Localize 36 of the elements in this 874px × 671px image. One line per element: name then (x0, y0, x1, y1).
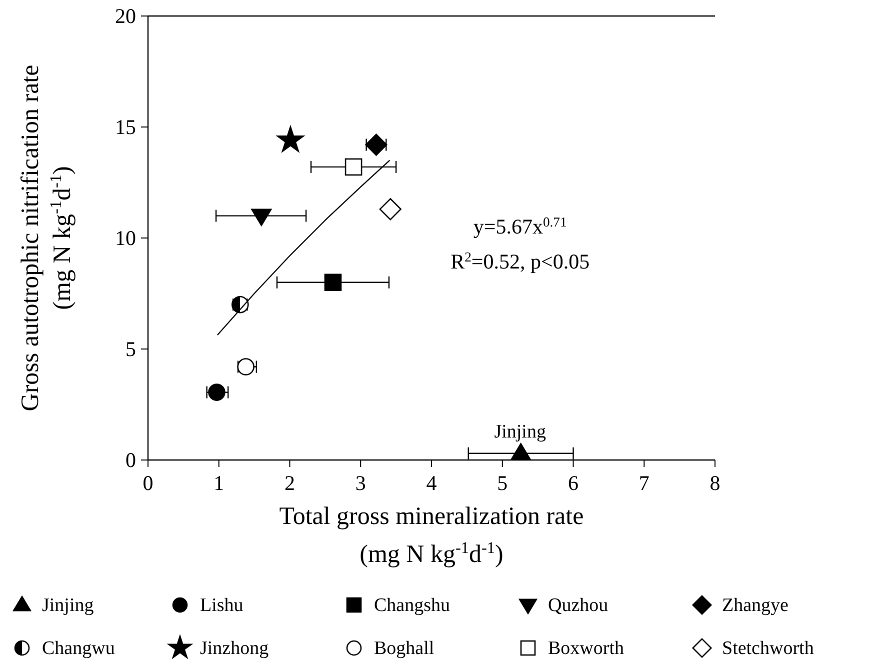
x-tick-label: 0 (142, 471, 154, 495)
x-tick-label: 7 (638, 471, 650, 495)
x-tick-label: 8 (710, 471, 720, 495)
legend-label: Lishu (200, 595, 244, 616)
annotation: Jinjing (494, 421, 546, 442)
x-tick-label: 3 (355, 471, 366, 495)
legend-label: Quzhou (548, 595, 609, 616)
annotation: R$^{2}$=0.52, p<0.05 (450, 249, 590, 274)
point (379, 198, 402, 220)
legend-label: Jinjing (42, 595, 94, 616)
y-tick-label: 5 (126, 337, 136, 361)
x-tick-label: 5 (497, 471, 508, 495)
y-tick-label: 20 (115, 4, 136, 28)
point (344, 158, 362, 176)
x-tick-label: 4 (426, 471, 438, 495)
point (237, 358, 254, 376)
y-tick-label: 15 (115, 115, 136, 139)
annotation: y=5.67x$^{0.71}$ (473, 214, 567, 239)
point (276, 126, 304, 152)
x-tick-label: 1 (214, 471, 224, 495)
legend-label: Zhangye (722, 595, 788, 616)
point (365, 134, 388, 156)
x-axis-title: Total gross mineralization rate (mg N kg$^{-1}$d$^{-1}$) (279, 503, 584, 568)
y-tick-label: 0 (126, 448, 136, 472)
point (324, 274, 342, 292)
legend-label: Boxworth (548, 638, 624, 659)
x-tick-label: 6 (568, 471, 578, 495)
legend-label: Jinzhong (200, 638, 270, 659)
legend-label: Boghall (374, 638, 434, 659)
x-tick-label: 2 (284, 471, 295, 495)
legend-label: Changwu (42, 638, 116, 659)
point (208, 384, 226, 401)
legend-label: Changshu (374, 595, 450, 616)
point (510, 443, 532, 460)
legend-label: Stetchworth (722, 638, 814, 659)
y-tick-label: 10 (115, 226, 136, 250)
